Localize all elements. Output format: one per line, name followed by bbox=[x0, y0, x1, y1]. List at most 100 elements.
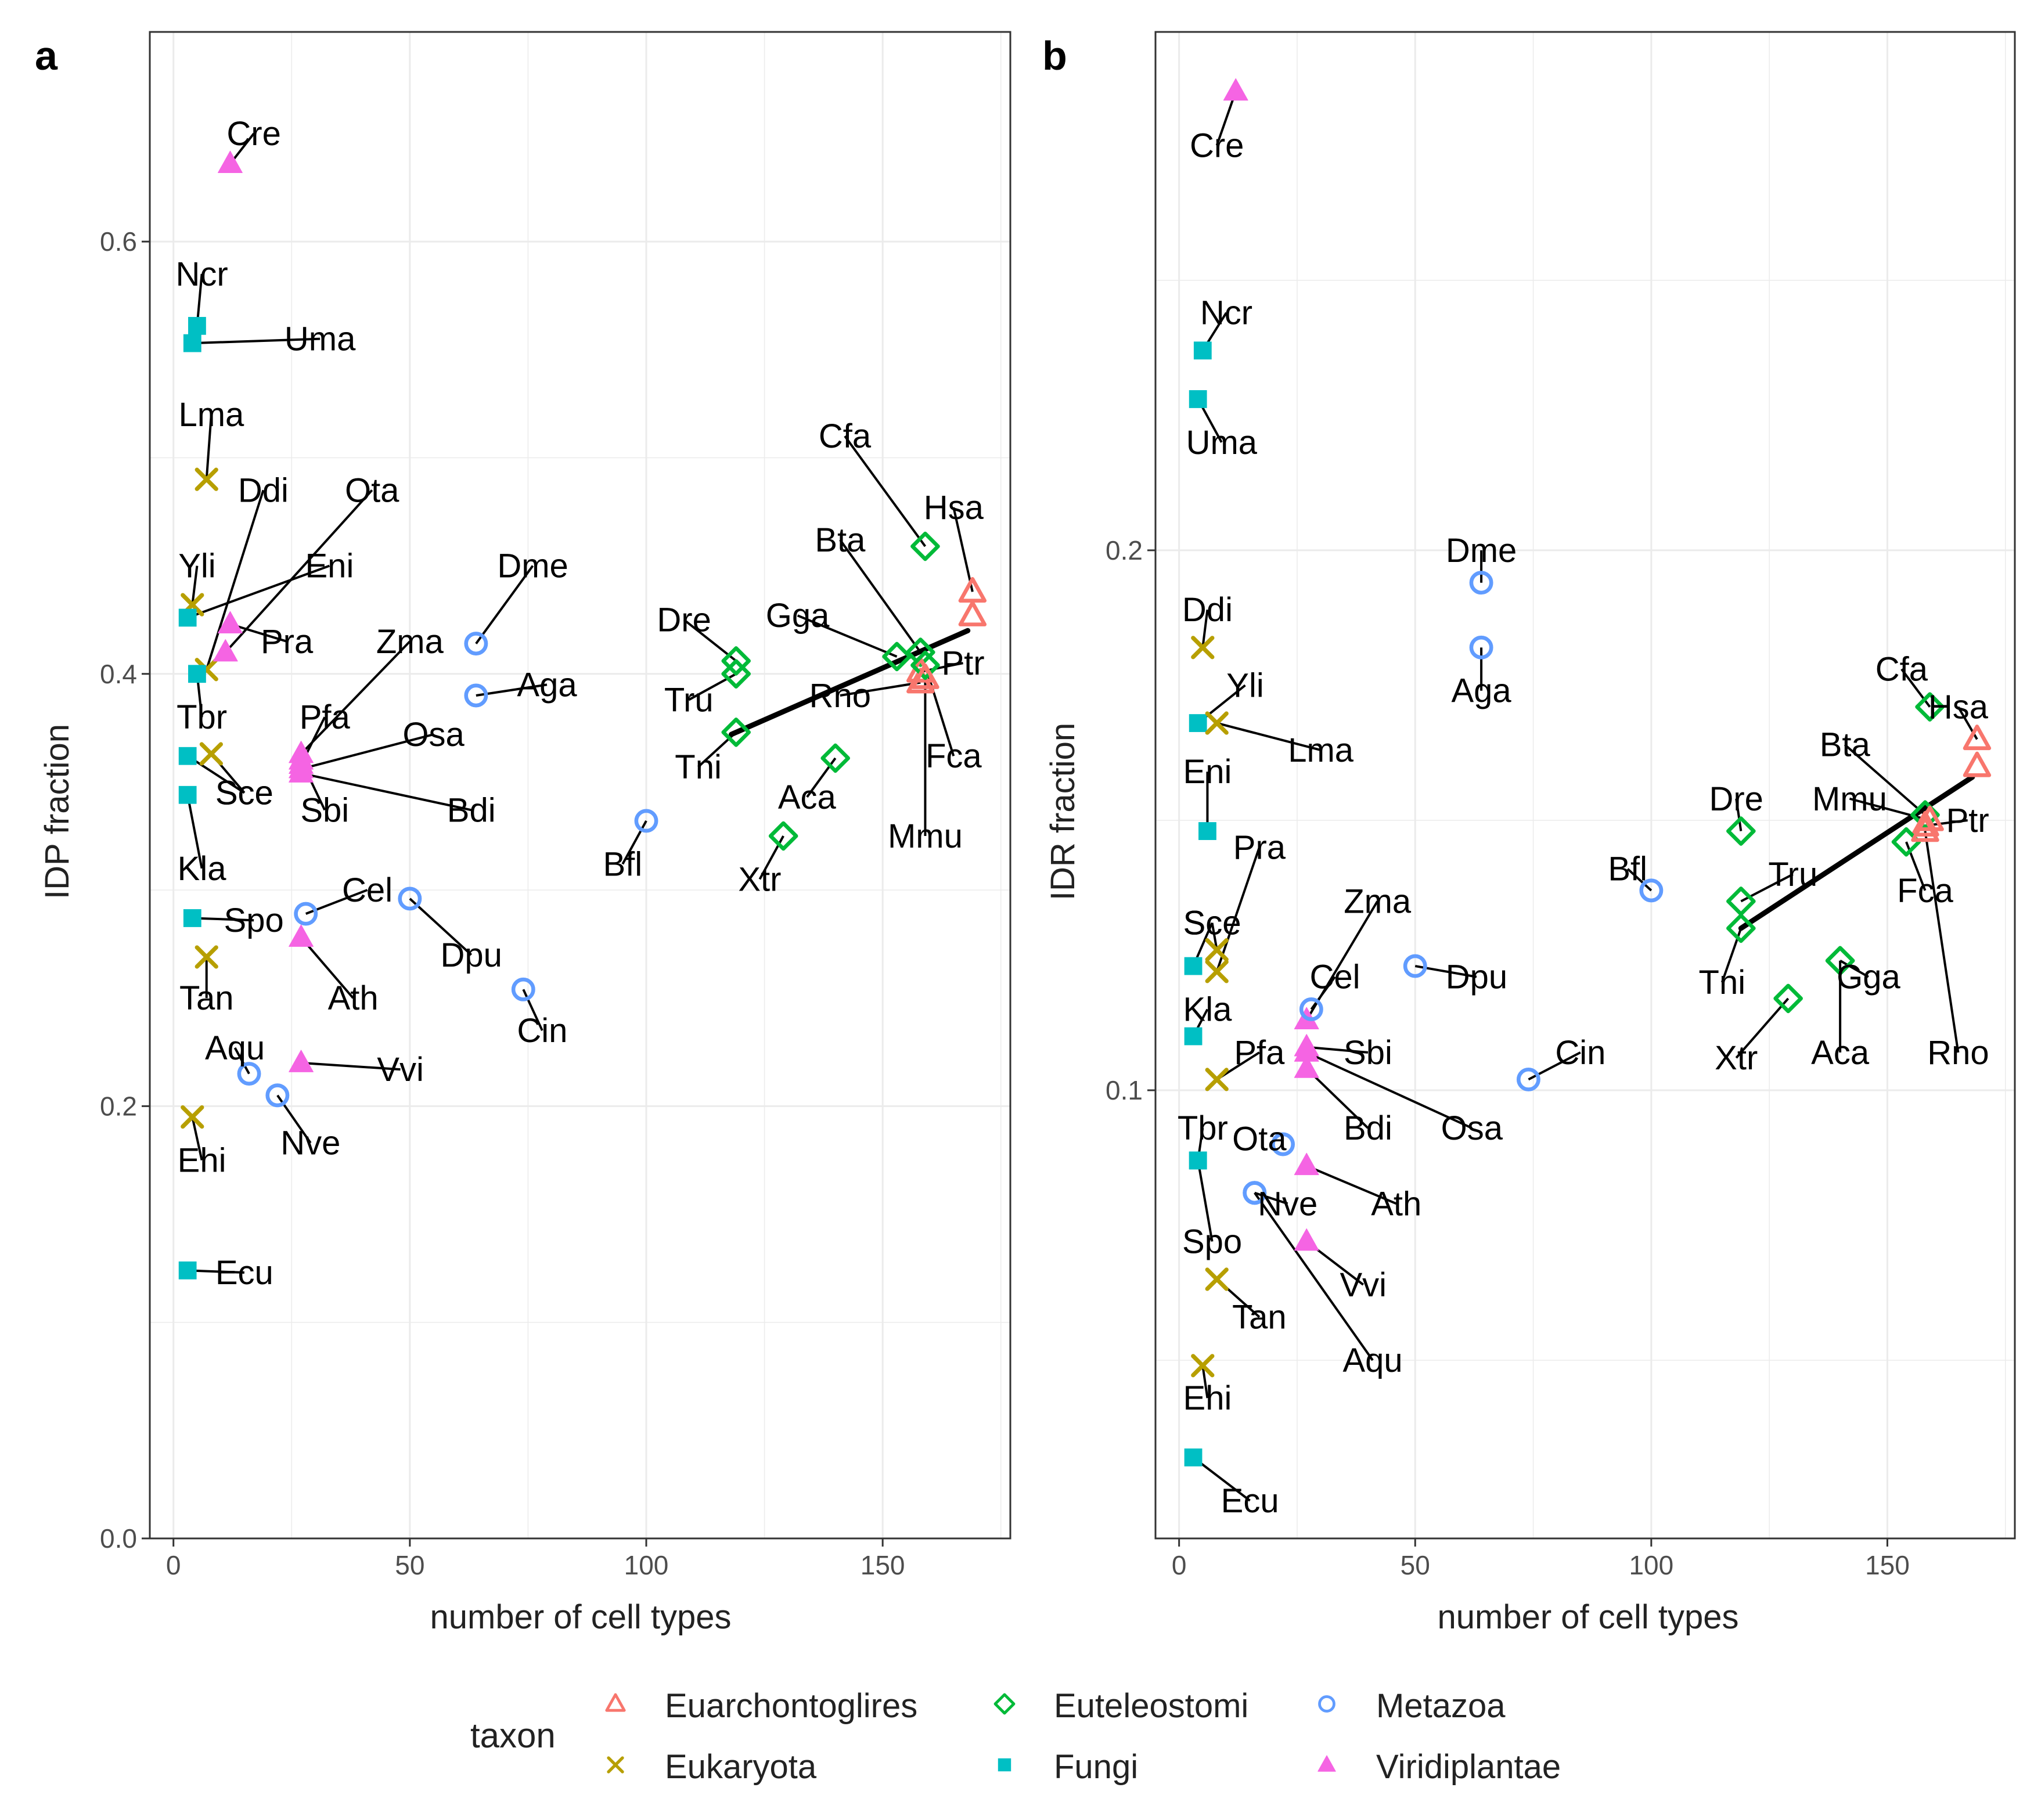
point-dme bbox=[464, 632, 488, 656]
point-cin bbox=[511, 977, 535, 1001]
point-ncr bbox=[188, 316, 206, 335]
legend-item: Fungi bbox=[998, 1748, 1138, 1786]
point-ota bbox=[213, 639, 238, 662]
x-tick-label: 0 bbox=[1172, 1550, 1187, 1580]
point-label: Kla bbox=[178, 850, 227, 888]
legend-item: Viridiplantae bbox=[1317, 1748, 1561, 1786]
leader-line bbox=[1839, 960, 1869, 978]
point-eni bbox=[1198, 822, 1216, 840]
point-label: Rno bbox=[809, 677, 871, 715]
point-cel bbox=[294, 902, 318, 926]
point-label: Sbi bbox=[1344, 1034, 1392, 1072]
point-dpu bbox=[398, 886, 422, 911]
point-label: Ath bbox=[1371, 1185, 1421, 1223]
legend-label: Euteleostomi bbox=[1054, 1687, 1248, 1725]
point-label: Ptr bbox=[942, 644, 985, 682]
points bbox=[1184, 78, 1992, 1466]
point-vvi bbox=[1294, 1228, 1319, 1251]
point-label: Hsa bbox=[924, 489, 984, 527]
point-label: Tru bbox=[664, 681, 714, 719]
point-label: Cfa bbox=[1875, 651, 1928, 689]
point-label: Cin bbox=[517, 1012, 567, 1050]
point-label: Bta bbox=[815, 521, 866, 559]
legend-label: Metazoa bbox=[1376, 1687, 1506, 1725]
point-label: Tan bbox=[179, 979, 234, 1017]
point-ecu bbox=[178, 1261, 197, 1280]
leader-line bbox=[1197, 1160, 1214, 1242]
point-label: Pfa bbox=[300, 698, 351, 736]
leader-line bbox=[1201, 1365, 1209, 1399]
point-label: Vvi bbox=[377, 1051, 424, 1089]
point-label: Ncr bbox=[175, 255, 228, 293]
point-xtr bbox=[1773, 983, 1803, 1014]
legend-items: Euarchontoglires Euteleostomi Metazoa Eukar… bbox=[605, 1687, 1561, 1786]
point-label: Rno bbox=[1927, 1034, 1989, 1072]
point-rno bbox=[906, 668, 935, 694]
legend-label: Fungi bbox=[1054, 1748, 1138, 1786]
point-label: Tbr bbox=[1178, 1109, 1228, 1147]
point-pra bbox=[1205, 960, 1229, 983]
leader-line bbox=[1735, 798, 1743, 831]
point-label: Sce bbox=[1183, 904, 1241, 942]
legend-key-euarchontoglires bbox=[605, 1693, 626, 1712]
point-label: Cre bbox=[226, 115, 280, 153]
point-label: Ehi bbox=[178, 1141, 226, 1179]
legend: taxon Euarchontoglires Euteleostomi Metazo… bbox=[470, 1687, 1561, 1786]
point-aqu bbox=[237, 1062, 261, 1086]
point-kla bbox=[178, 785, 197, 804]
point-hsa bbox=[958, 576, 987, 603]
point-label: Spo bbox=[224, 902, 284, 939]
point-ecu bbox=[1184, 1448, 1203, 1466]
x-tick-label: 150 bbox=[861, 1550, 905, 1580]
point-tni bbox=[1726, 913, 1756, 943]
point-label: Osa bbox=[402, 716, 465, 754]
point-label: Yli bbox=[1226, 666, 1263, 704]
plot-background bbox=[150, 32, 1010, 1538]
point-label: Ecu bbox=[1221, 1482, 1279, 1520]
point-dre bbox=[1726, 816, 1756, 846]
point-label: Dme bbox=[1446, 532, 1517, 570]
point-label: Xtr bbox=[738, 860, 781, 898]
legend-key-fungi bbox=[998, 1758, 1011, 1772]
legend-key-euteleostomi bbox=[993, 1693, 1016, 1715]
point-label: Fca bbox=[926, 737, 982, 775]
point-label: Sce bbox=[215, 774, 273, 812]
leader-line bbox=[301, 772, 472, 812]
point-label: Uma bbox=[1186, 424, 1258, 462]
point-label: Cre bbox=[1190, 127, 1244, 164]
leader-line bbox=[475, 565, 534, 644]
point-label: Eni bbox=[1183, 753, 1232, 791]
leader-line bbox=[188, 1269, 244, 1274]
legend-item: Metazoa bbox=[1318, 1687, 1506, 1725]
point-label: Aqu bbox=[1342, 1342, 1402, 1379]
point-spo bbox=[183, 909, 201, 927]
legend-label: Viridiplantae bbox=[1376, 1748, 1561, 1786]
point-hsa bbox=[1963, 725, 1992, 751]
point-label: Tan bbox=[1232, 1299, 1287, 1336]
point-cre bbox=[1223, 78, 1248, 101]
trend-line bbox=[1738, 774, 1975, 931]
point-pra bbox=[218, 611, 243, 634]
legend-item: Euarchontoglires bbox=[605, 1687, 917, 1725]
leader-line bbox=[186, 794, 203, 869]
leader-line bbox=[191, 565, 199, 605]
point-label: Dre bbox=[657, 601, 711, 639]
point-tru bbox=[721, 659, 751, 689]
leader-line bbox=[301, 733, 434, 770]
leader-line bbox=[233, 1047, 250, 1075]
leader-line bbox=[301, 1061, 401, 1071]
point-dre bbox=[721, 646, 751, 676]
point-aca bbox=[820, 743, 851, 773]
legend-key-viridiplantae bbox=[1317, 1755, 1336, 1772]
point-lma bbox=[195, 467, 218, 491]
point-label: Gga bbox=[766, 597, 830, 635]
panel-a: a number of cell types IDP fraction 0 50 1… bbox=[35, 31, 1011, 1636]
point-ddi bbox=[1191, 636, 1215, 659]
point-label: Cel bbox=[342, 871, 393, 909]
point-bdi bbox=[289, 760, 314, 783]
point-label: Tbr bbox=[177, 698, 227, 736]
point-hsa2 bbox=[958, 600, 987, 626]
leader-line bbox=[1735, 997, 1790, 1059]
y-tick-label: 0.0 bbox=[100, 1523, 137, 1554]
